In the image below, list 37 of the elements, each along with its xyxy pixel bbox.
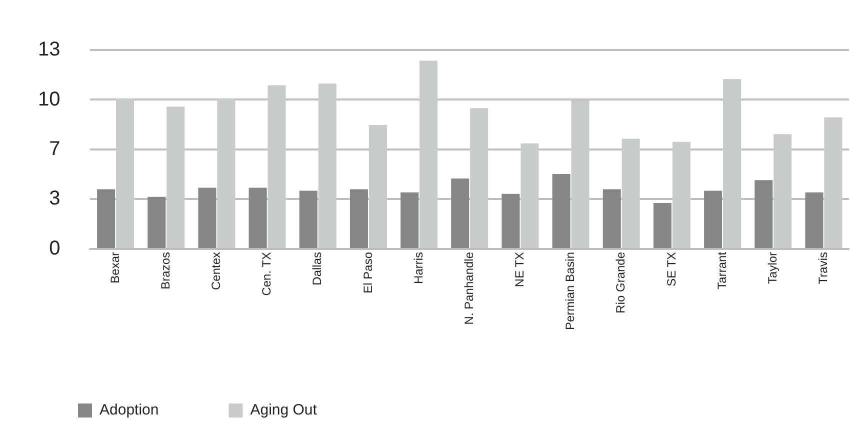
bar [602,189,621,248]
x-tick-label: El Paso [360,252,375,294]
x-tick-label: Rio Grande [614,252,628,314]
bar [754,180,773,248]
x-tick-label: Permian Basin [563,252,578,330]
x-tick-label: Brazos [158,252,172,290]
bar [502,194,520,248]
x-tick-label: Harris [411,252,426,284]
bar [198,188,216,248]
bar [653,203,672,248]
x-tick-label: NE TX [512,252,527,288]
bar [451,178,470,248]
bar [400,192,419,248]
bar [148,196,166,248]
bar [299,190,318,248]
bar [248,188,267,248]
x-tick-label: Tarrant [714,251,729,290]
legend-label: Adoption [100,402,159,419]
y-tick-label: 0 [49,237,60,260]
x-tick-label: Bexar [108,252,122,284]
x-tick-label: N. Panhandle [462,252,476,325]
x-tick-label: Cen. TX [260,252,274,296]
bar [350,189,368,248]
bar [704,190,722,248]
bar [552,174,570,248]
x-tick-label: Travis [816,252,830,284]
y-tick-label: 13 [38,38,60,61]
legend-label: Aging Out [250,402,318,419]
y-tick-label: 10 [38,88,60,110]
x-tick-label: Dallas [310,252,324,286]
bar [805,192,824,248]
y-tick-label: 7 [49,138,60,160]
bar [97,189,116,248]
x-tick-label: Taylor [765,252,780,284]
y-tick-label: 3 [49,188,60,210]
x-tick-label: SE TX [664,252,678,286]
x-tick-label: Centex [209,252,224,290]
